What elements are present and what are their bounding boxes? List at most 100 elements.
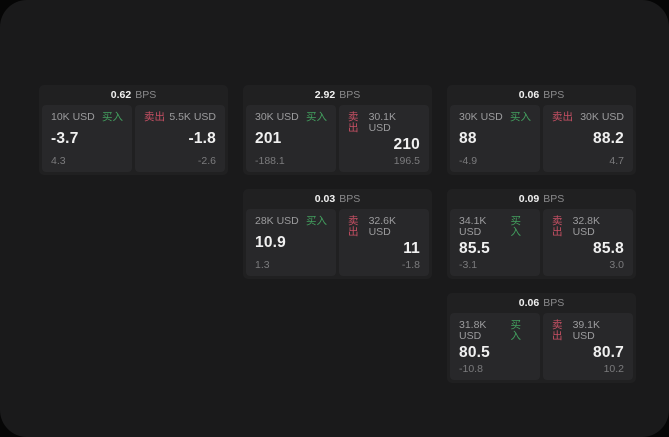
buy-sub-value: -10.8 (459, 362, 483, 375)
buy-price: 10.9 (255, 234, 286, 252)
sell-side-label: 卖出 (144, 111, 165, 123)
buy-amount: 30K USD (255, 111, 299, 123)
buy-price: 80.5 (459, 343, 490, 361)
buy-sub-value: -4.9 (459, 154, 478, 167)
quote-card: 2.92 BPS 30K USD 买入 201 -188.1 卖出 30.1K … (243, 85, 432, 175)
sell-panel[interactable]: 卖出 32.6K USD 11 -1.8 (339, 209, 429, 276)
sell-side-label: 卖出 (348, 111, 359, 134)
sell-side-label: 卖出 (552, 319, 563, 342)
buy-amount: 10K USD (51, 111, 95, 123)
buy-price: -3.7 (51, 130, 79, 148)
buy-amount: 31.8K USD (459, 319, 487, 342)
sell-panel[interactable]: 卖出 32.8K USD 85.8 3.0 (543, 209, 633, 276)
bps-value: 2.92 (314, 89, 336, 101)
quote-panels: 10K USD 买入 -3.7 4.3 卖出 5.5K USD -1.8 -2.… (39, 105, 228, 175)
bps-unit-label: BPS (339, 89, 361, 101)
buy-panel[interactable]: 34.1K USD 买入 85.5 -3.1 (450, 209, 540, 276)
sell-panel[interactable]: 卖出 30K USD 88.2 4.7 (543, 105, 633, 172)
bps-header: 0.06 BPS (447, 85, 636, 105)
sell-sub-value: 4.7 (609, 154, 624, 167)
quote-card: 0.62 BPS 10K USD 买入 -3.7 4.3 卖出 5.5K USD… (39, 85, 228, 175)
buy-side-label: 买入 (102, 111, 123, 123)
sell-label-row: 卖出 32.6K USD (348, 216, 420, 237)
buy-panel[interactable]: 31.8K USD 买入 80.5 -10.8 (450, 313, 540, 380)
buy-side-label: 买入 (510, 111, 531, 123)
buy-sub-value: -3.1 (459, 258, 478, 271)
buy-side-label: 买入 (306, 215, 327, 227)
quote-card: 0.06 BPS 31.8K USD 买入 80.5 -10.8 卖出 39.1… (447, 293, 636, 383)
bps-header: 0.06 BPS (447, 293, 636, 313)
quote-panels: 30K USD 买入 88 -4.9 卖出 30K USD 88.2 4.7 (447, 105, 636, 175)
sell-side-label: 卖出 (348, 215, 359, 238)
sell-sub-value: -2.6 (197, 154, 216, 167)
buy-side-label: 买入 (510, 215, 521, 238)
sell-label-row: 卖出 30K USD (552, 112, 624, 123)
bps-value: 0.09 (518, 193, 540, 205)
sell-price: 11 (403, 239, 420, 257)
buy-sub-value: -188.1 (255, 154, 285, 167)
buy-panel[interactable]: 30K USD 买入 201 -188.1 (246, 105, 336, 172)
sell-side-label: 卖出 (552, 111, 573, 123)
buy-label-row: 31.8K USD 买入 (459, 320, 531, 341)
buy-amount: 28K USD (255, 215, 299, 227)
buy-label-row: 28K USD 买入 (255, 216, 327, 227)
buy-label-row: 30K USD 买入 (459, 112, 531, 123)
buy-side-label: 买入 (510, 319, 521, 342)
sell-price: 80.7 (593, 343, 624, 361)
sell-amount: 32.6K USD (368, 215, 397, 238)
buy-panel[interactable]: 28K USD 买入 10.9 1.3 (246, 209, 336, 276)
bps-header: 0.09 BPS (447, 189, 636, 209)
buy-side-label: 买入 (306, 111, 327, 123)
buy-sub-value: 1.3 (255, 258, 270, 271)
sell-price: 85.8 (593, 239, 624, 257)
buy-price: 201 (255, 130, 282, 148)
buy-price: 85.5 (459, 239, 490, 257)
buy-label-row: 34.1K USD 买入 (459, 216, 531, 237)
quote-panels: 31.8K USD 买入 80.5 -10.8 卖出 39.1K USD 80.… (447, 313, 636, 383)
sell-price: 88.2 (593, 130, 624, 148)
sell-sub-value: 3.0 (609, 258, 624, 271)
buy-sub-value: 4.3 (51, 154, 66, 167)
sell-label-row: 卖出 5.5K USD (144, 112, 216, 123)
bps-header: 0.03 BPS (243, 189, 432, 209)
quote-card: 0.09 BPS 34.1K USD 买入 85.5 -3.1 卖出 32.8K… (447, 189, 636, 279)
quote-card-grid: 0.62 BPS 10K USD 买入 -3.7 4.3 卖出 5.5K USD… (39, 85, 636, 383)
quote-card: 0.03 BPS 28K USD 买入 10.9 1.3 卖出 32.6K US… (243, 189, 432, 279)
bps-unit-label: BPS (135, 89, 157, 101)
sell-sub-value: -1.8 (401, 258, 420, 271)
sell-amount: 39.1K USD (572, 319, 601, 342)
sell-sub-value: 196.5 (393, 154, 420, 167)
sell-label-row: 卖出 32.8K USD (552, 216, 624, 237)
bps-value: 0.06 (518, 297, 540, 309)
sell-label-row: 卖出 30.1K USD (348, 112, 420, 133)
buy-amount: 34.1K USD (459, 215, 487, 238)
sell-sub-value: 10.2 (603, 362, 624, 375)
buy-price: 88 (459, 130, 477, 148)
bps-value: 0.03 (314, 193, 336, 205)
bps-value: 0.06 (518, 89, 540, 101)
bps-header: 0.62 BPS (39, 85, 228, 105)
buy-panel[interactable]: 30K USD 买入 88 -4.9 (450, 105, 540, 172)
bps-value: 0.62 (110, 89, 132, 101)
quote-panels: 30K USD 买入 201 -188.1 卖出 30.1K USD 210 1… (243, 105, 432, 175)
sell-panel[interactable]: 卖出 39.1K USD 80.7 10.2 (543, 313, 633, 380)
sell-side-label: 卖出 (552, 215, 563, 238)
sell-panel[interactable]: 卖出 5.5K USD -1.8 -2.6 (135, 105, 225, 172)
buy-panel[interactable]: 10K USD 买入 -3.7 4.3 (42, 105, 132, 172)
buy-label-row: 10K USD 买入 (51, 112, 123, 123)
bps-unit-label: BPS (543, 297, 565, 309)
sell-price: 210 (393, 135, 420, 153)
buy-amount: 30K USD (459, 111, 503, 123)
quote-panels: 34.1K USD 买入 85.5 -3.1 卖出 32.8K USD 85.8… (447, 209, 636, 279)
sell-amount: 5.5K USD (169, 111, 216, 123)
bps-unit-label: BPS (543, 193, 565, 205)
bps-header: 2.92 BPS (243, 85, 432, 105)
quote-card: 0.06 BPS 30K USD 买入 88 -4.9 卖出 30K USD 8… (447, 85, 636, 175)
sell-panel[interactable]: 卖出 30.1K USD 210 196.5 (339, 105, 429, 172)
sell-amount: 30.1K USD (368, 111, 397, 134)
sell-amount: 32.8K USD (572, 215, 601, 238)
bps-unit-label: BPS (339, 193, 361, 205)
sell-price: -1.8 (188, 130, 216, 148)
buy-label-row: 30K USD 买入 (255, 112, 327, 123)
